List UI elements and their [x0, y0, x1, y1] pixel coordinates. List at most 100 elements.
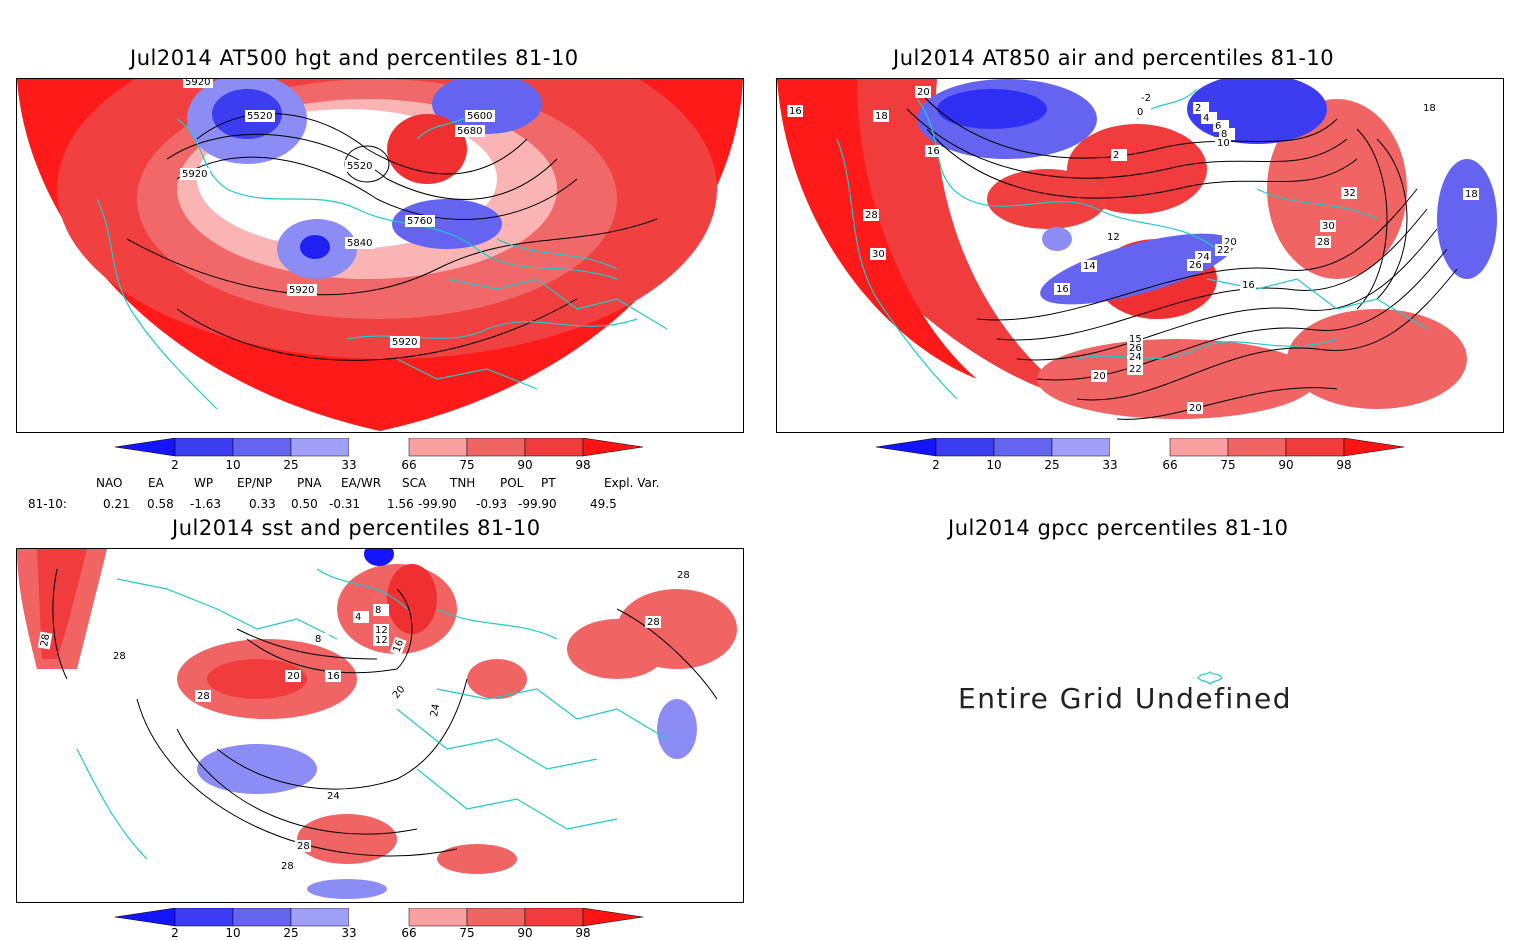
- sst-contour-label: 4: [353, 611, 369, 623]
- cbar-label: 25: [283, 926, 299, 940]
- hgt-contour-label: 5520: [345, 160, 375, 172]
- sst-cold-anomaly-4: [307, 879, 387, 899]
- air-cold-anomaly-4: [1437, 159, 1497, 279]
- svg-text:5760: 5760: [407, 216, 432, 227]
- svg-text:12: 12: [375, 635, 388, 646]
- index-header: WP: [194, 476, 214, 490]
- cbar-seg: [582, 908, 644, 927]
- svg-text:5920: 5920: [182, 169, 207, 180]
- gpcc-small-glyph: [1197, 671, 1223, 685]
- svg-text:28: 28: [197, 691, 210, 702]
- hgt-contour-label: 5920: [390, 336, 420, 348]
- cbar-seg: [935, 438, 995, 457]
- air-contour-label: 30: [870, 248, 886, 260]
- cbar-label: 2: [171, 926, 179, 940]
- svg-text:22: 22: [1129, 364, 1142, 375]
- sst-contour-label: 8: [313, 633, 329, 645]
- colorbar-air: [876, 438, 1405, 457]
- hgt-contour-label: 5920: [180, 168, 210, 180]
- sst-cold-anomaly-3: [364, 549, 394, 566]
- index-value: 0.33: [249, 497, 276, 511]
- cbar-seg: [1169, 438, 1229, 457]
- air-contour-label: 16: [925, 145, 941, 157]
- svg-text:5920: 5920: [185, 79, 210, 88]
- index-row-label: 81-10:: [28, 497, 67, 511]
- gpcc-panel-title: Jul2014 gpcc percentiles 81-10: [948, 516, 1289, 540]
- sst-cold-anomaly-1: [197, 744, 317, 794]
- air-panel-title: Jul2014 AT850 air and percentiles 81-10: [893, 46, 1335, 70]
- air-cold-anomaly-3: [1040, 233, 1234, 305]
- svg-text:16: 16: [327, 671, 340, 682]
- svg-text:24: 24: [429, 703, 442, 717]
- sst-contour-label: 16: [389, 636, 407, 656]
- cbar-seg: [174, 438, 234, 457]
- cbar-seg: [349, 438, 409, 456]
- index-header: SCA: [402, 476, 427, 490]
- cbar-label: 90: [517, 926, 533, 940]
- svg-text:5680: 5680: [457, 126, 482, 137]
- air-warm-anomaly-2: [1267, 99, 1407, 279]
- sst-contour-label: 8: [373, 604, 389, 616]
- svg-text:5600: 5600: [467, 111, 492, 122]
- index-value: -99.90: [418, 497, 457, 511]
- hgt-contour-label: 5840: [345, 237, 375, 249]
- cbar-label: 66: [401, 926, 417, 940]
- svg-text:22: 22: [1217, 245, 1230, 256]
- svg-text:20: 20: [287, 671, 300, 682]
- air-contour-label: 2: [1193, 102, 1209, 114]
- svg-text:20: 20: [1224, 237, 1237, 248]
- svg-text:24: 24: [1197, 252, 1210, 263]
- svg-text:2: 2: [1195, 103, 1201, 114]
- air-contour-label: 28: [863, 209, 879, 221]
- sst-contour-label: 24: [427, 701, 443, 720]
- sst-contour-label: 28: [37, 631, 53, 650]
- svg-text:16: 16: [391, 638, 406, 654]
- cbar-label: 33: [341, 458, 357, 472]
- cbar-seg: [524, 908, 584, 927]
- index-value: 49.5: [590, 497, 617, 511]
- cbar-label: 2: [171, 458, 179, 472]
- cbar-seg: [876, 438, 937, 457]
- cbar-label: 33: [1102, 458, 1118, 472]
- svg-text:5920: 5920: [289, 285, 314, 296]
- index-header: NAO: [96, 476, 123, 490]
- cbar-label: 75: [459, 458, 475, 472]
- svg-text:5840: 5840: [347, 238, 372, 249]
- svg-text:14: 14: [1083, 261, 1096, 272]
- hgt-map-canvas: 5920 5520 5600 5680 5520 5920 5760 5840 …: [17, 79, 743, 431]
- air-contour-label: 16: [787, 105, 803, 117]
- cbar-label: 90: [517, 458, 533, 472]
- air-contour-label: 20: [1091, 370, 1107, 382]
- cbar-seg: [466, 908, 526, 927]
- cbar-seg: [349, 908, 409, 926]
- sst-contour-label: 12: [373, 624, 389, 636]
- svg-text:8: 8: [1221, 129, 1227, 140]
- cbar-label: 98: [575, 458, 591, 472]
- cbar-label: 25: [1044, 458, 1060, 472]
- gpcc-undefined-message: Entire Grid Undefined: [958, 682, 1293, 715]
- index-header: TNH: [450, 476, 476, 490]
- cbar-label: 10: [986, 458, 1002, 472]
- index-value: -99.90: [518, 497, 557, 511]
- hgt-blue-anomaly-4: [392, 199, 502, 249]
- svg-text:-2: -2: [1141, 93, 1151, 104]
- air-contour-labels: 20 16 -2 0 2 4 6 8 10 2 18 32 30 28 12 1…: [787, 86, 1479, 414]
- svg-text:18: 18: [875, 111, 888, 122]
- svg-text:16: 16: [1056, 284, 1069, 295]
- colorbar-sst: [115, 908, 644, 927]
- svg-text:6: 6: [1215, 121, 1221, 132]
- svg-text:5920: 5920: [392, 337, 417, 348]
- cbar-seg: [174, 908, 234, 927]
- cbar-label: 75: [1220, 458, 1236, 472]
- air-contour-label: 18: [1463, 188, 1479, 200]
- sst-contour-label: 20: [285, 670, 301, 682]
- svg-text:28: 28: [113, 651, 126, 662]
- svg-text:28: 28: [677, 570, 690, 581]
- cbar-seg: [1343, 438, 1405, 457]
- sst-contour-label: 24: [325, 790, 341, 802]
- svg-text:28: 28: [297, 841, 310, 852]
- cbar-label: 66: [1162, 458, 1178, 472]
- svg-text:32: 32: [1343, 188, 1356, 199]
- cbar-seg: [290, 908, 350, 927]
- sst-contour-label: 28: [295, 840, 311, 852]
